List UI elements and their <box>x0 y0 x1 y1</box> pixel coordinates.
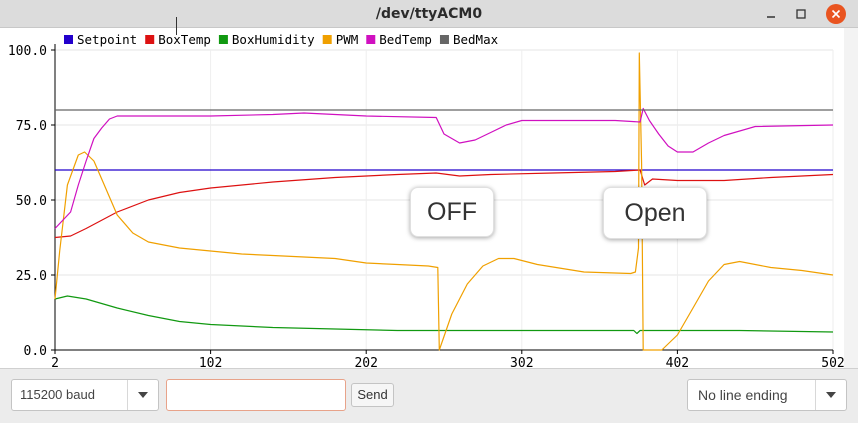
minimize-icon <box>767 16 775 18</box>
legend-label-boxtemp: BoxTemp <box>158 32 211 47</box>
legend-label-setpoint: Setpoint <box>77 32 137 47</box>
x-tick-label: 202 <box>354 356 377 368</box>
legend-swatch-setpoint <box>64 35 73 44</box>
legend-swatch-bedtemp <box>366 35 376 44</box>
legend-swatch-boxhumidity <box>218 35 228 44</box>
series-line-bedtemp <box>54 107 834 229</box>
maximize-icon <box>796 9 806 19</box>
y-tick-label: 0.0 <box>24 344 47 359</box>
maximize-button[interactable] <box>790 3 812 25</box>
line-ending-dropdown-button[interactable] <box>815 380 846 410</box>
annotation-open: Open <box>603 187 707 239</box>
legend-swatch-boxtemp <box>145 35 155 44</box>
legend-label-bedtemp: BedTemp <box>379 32 432 47</box>
window-title: /dev/ttyACM0 <box>375 6 483 22</box>
send-input[interactable] <box>166 379 346 411</box>
legend-label-boxhumidity: BoxHumidity <box>232 32 315 47</box>
minimize-button[interactable] <box>760 3 782 25</box>
x-tick-label: 102 <box>199 356 222 368</box>
chevron-down-icon <box>826 392 836 398</box>
serial-plotter-chart: 0.0 25.0 50.0 75.0 100.0 2 102 202 302 402 502 Setp… <box>8 32 845 371</box>
line-ending-value: No line ending <box>698 387 788 403</box>
x-tick-label: 2 <box>51 356 59 368</box>
chevron-down-icon <box>138 392 148 398</box>
close-icon <box>831 9 841 19</box>
legend-label-pwm: PWM <box>336 32 359 47</box>
send-button[interactable]: Send <box>351 383 394 407</box>
plot-scrollbar[interactable] <box>844 28 858 368</box>
baud-rate-value: 115200 baud <box>20 387 95 402</box>
legend-swatch-pwm <box>322 35 332 44</box>
legend-label-bedmax: BedMax <box>453 32 499 47</box>
x-tick-label: 502 <box>821 356 844 368</box>
series-line-boxtemp <box>54 169 834 239</box>
close-button[interactable] <box>826 4 846 24</box>
baud-dropdown-button[interactable] <box>127 380 158 410</box>
legend-swatch-bedmax <box>439 35 449 44</box>
text-caret <box>176 17 177 35</box>
y-tick-label: 25.0 <box>16 269 47 284</box>
bottom-toolbar: 115200 baud Send No line ending <box>0 368 858 423</box>
y-tick-label: 100.0 <box>8 44 47 59</box>
y-tick-label: 50.0 <box>16 194 47 209</box>
baud-rate-select[interactable]: 115200 baud <box>11 379 159 411</box>
title-bar: /dev/ttyACM0 <box>0 0 858 28</box>
series-line-pwm <box>54 52 834 351</box>
y-tick-label: 75.0 <box>16 119 47 134</box>
series-line-boxhumidity <box>54 295 834 335</box>
line-ending-select[interactable]: No line ending <box>687 379 847 411</box>
x-tick-label: 302 <box>510 356 533 368</box>
x-tick-label: 402 <box>666 356 689 368</box>
annotation-off: OFF <box>410 187 494 237</box>
